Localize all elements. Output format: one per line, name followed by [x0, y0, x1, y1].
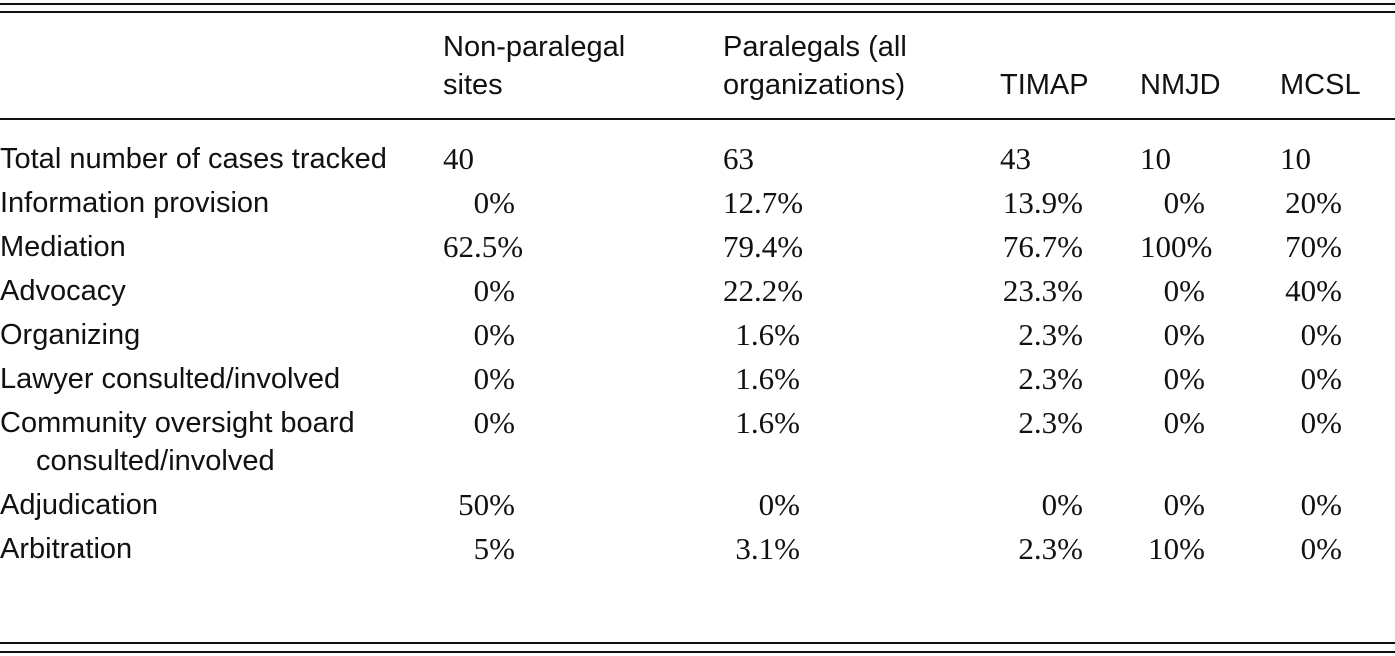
table-row: Lawyer consulted/involved 0% 1.6% 2.3% 0% 0%	[0, 357, 1395, 401]
value-cell: 0%	[1300, 317, 1342, 352]
value-cell: 0%	[1163, 185, 1205, 220]
column-header: TIMAP	[1000, 69, 1089, 101]
bottom-rule	[0, 642, 1395, 644]
value-cell: 0%	[473, 273, 515, 308]
value-cell: 1.6%	[735, 361, 800, 396]
table-row: Mediation 62.5% 79.4% 76.7% 100% 70%	[0, 225, 1395, 269]
row-label: Total number of cases tracked	[0, 143, 387, 175]
value-cell: 10%	[1148, 531, 1205, 566]
value-cell: 5%	[473, 531, 515, 566]
table-row: Total number of cases tracked 40 63 43 10 10	[0, 119, 1395, 181]
value-cell: 76.7%	[1002, 229, 1083, 264]
row-label: Arbitration	[0, 533, 133, 565]
value-cell: 63	[723, 141, 754, 176]
value-cell: 43	[1000, 141, 1031, 176]
value-cell: 0%	[473, 405, 515, 440]
value-cell: 0%	[1163, 487, 1205, 522]
value-cell: 2.3%	[1018, 405, 1083, 440]
value-cell: 1.6%	[735, 317, 800, 352]
value-cell: 22.2%	[723, 273, 804, 308]
row-label: Lawyer consulted/involved	[0, 363, 341, 395]
bottom-rule	[0, 651, 1395, 653]
column-header: MCSL	[1280, 69, 1361, 101]
value-cell: 20%	[1285, 185, 1342, 220]
value-cell: 0%	[1163, 317, 1205, 352]
value-cell: 70%	[1285, 229, 1342, 264]
value-cell: 10	[1280, 141, 1311, 176]
value-cell: 100%	[1140, 229, 1213, 264]
value-cell: 0%	[1300, 405, 1342, 440]
row-label: Adjudication	[0, 489, 158, 521]
table-body: Total number of cases tracked 40 63 43 10 10 I…	[0, 119, 1395, 571]
value-cell: 62.5%	[443, 229, 524, 264]
table-row: Advocacy 0% 22.2% 23.3% 0% 40%	[0, 269, 1395, 313]
value-cell: 1.6%	[735, 405, 800, 440]
value-cell: 3.1%	[735, 531, 800, 566]
value-cell: 0%	[473, 361, 515, 396]
table-row: Organizing 0% 1.6% 2.3% 0% 0%	[0, 313, 1395, 357]
row-label: Community oversight board consulted/invo…	[0, 407, 355, 477]
value-cell: 12.7%	[723, 185, 804, 220]
header-rule	[0, 118, 1395, 120]
value-cell: 40	[443, 141, 474, 176]
value-cell: 0%	[473, 185, 515, 220]
value-cell: 0%	[758, 487, 800, 522]
table-row: Adjudication 50% 0% 0% 0% 0%	[0, 483, 1395, 527]
value-cell: 0%	[1300, 361, 1342, 396]
value-cell: 50%	[458, 487, 515, 522]
value-cell: 0%	[1163, 361, 1205, 396]
value-cell: 0%	[473, 317, 515, 352]
header-cell	[0, 19, 443, 119]
value-cell: 0%	[1163, 405, 1205, 440]
table-row: Arbitration 5% 3.1% 2.3% 10% 0%	[0, 527, 1395, 571]
row-label: Advocacy	[0, 275, 126, 307]
value-cell: 0%	[1300, 531, 1342, 566]
header-row: Non-paralegal sites Paralegals (all organ…	[0, 19, 1395, 119]
data-table: Non-paralegal sites Paralegals (all organ…	[0, 19, 1395, 571]
value-cell: 40%	[1285, 273, 1342, 308]
value-cell: 2.3%	[1018, 531, 1083, 566]
top-rule	[0, 11, 1395, 13]
table-row: Community oversight board consulted/invo…	[0, 401, 1395, 483]
top-rule	[0, 3, 1395, 5]
column-header: Paralegals (all organizations)	[723, 31, 907, 101]
value-cell: 10	[1140, 141, 1171, 176]
value-cell: 79.4%	[723, 229, 804, 264]
value-cell: 0%	[1041, 487, 1083, 522]
value-cell: 23.3%	[1002, 273, 1083, 308]
row-label: Mediation	[0, 231, 126, 263]
column-header: Non-paralegal sites	[443, 31, 626, 101]
value-cell: 0%	[1163, 273, 1205, 308]
value-cell: 13.9%	[1002, 185, 1083, 220]
row-label: Organizing	[0, 319, 141, 351]
value-cell: 2.3%	[1018, 317, 1083, 352]
row-label: Information provision	[0, 187, 270, 219]
value-cell: 2.3%	[1018, 361, 1083, 396]
column-header: NMJD	[1140, 69, 1221, 101]
table-row: Information provision 0% 12.7% 13.9% 0% 20%	[0, 181, 1395, 225]
value-cell: 0%	[1300, 487, 1342, 522]
